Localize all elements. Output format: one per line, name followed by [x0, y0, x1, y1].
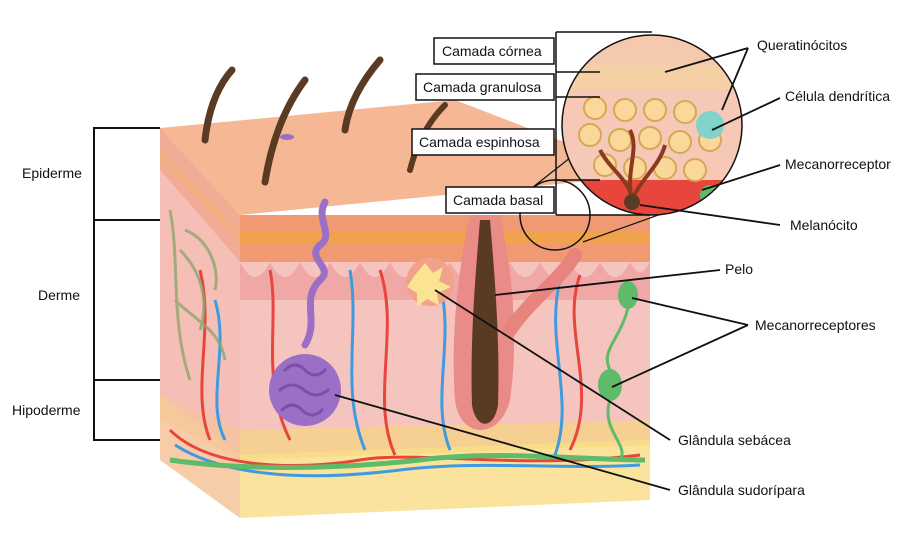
layer-box-granulosa: Camada granulosa [415, 73, 555, 101]
arrector-pili-muscle [503, 248, 582, 337]
box-label-cornea: Camada córnea [442, 43, 542, 59]
label-glandula-sebacea: Glândula sebácea [678, 432, 791, 448]
layer-box-brackets [555, 31, 652, 216]
label-hipoderme: Hipoderme [12, 402, 81, 418]
label-glandula-sudoripara: Glândula sudorípara [678, 482, 805, 498]
label-epiderme: Epiderme [22, 165, 82, 181]
epidermis-front [160, 128, 650, 262]
pore-icon [280, 134, 294, 140]
label-mecanorreceptores: Mecanorreceptores [755, 317, 876, 333]
sweat-gland-icon [269, 198, 341, 426]
label-mecanorreceptor: Mecanorreceptor [785, 156, 891, 172]
box-label-granulosa: Camada granulosa [423, 79, 542, 95]
label-queratinocitos: Queratinócitos [757, 37, 847, 53]
layer-box-cornea: Camada córnea [433, 37, 555, 65]
blood-vessels [168, 269, 646, 478]
box-label-basal: Camada basal [453, 192, 543, 208]
layer-box-basal: Camada basal [445, 186, 555, 214]
label-celula-dendritica: Célula dendrítica [785, 88, 890, 104]
layer-box-espinhosa: Camada espinhosa [411, 128, 555, 156]
box-label-espinhosa: Camada espinhosa [419, 134, 540, 150]
layer-brackets [93, 127, 160, 441]
hypodermis-top [160, 395, 650, 460]
epidermis-orange-stripe [160, 150, 650, 244]
label-pelo: Pelo [725, 261, 753, 277]
nerve-branches [168, 209, 227, 381]
label-derme: Derme [38, 287, 80, 303]
mechanoreceptor-icon [598, 281, 638, 461]
callout-lines [334, 47, 781, 491]
label-melanocito: Melanócito [790, 217, 858, 233]
